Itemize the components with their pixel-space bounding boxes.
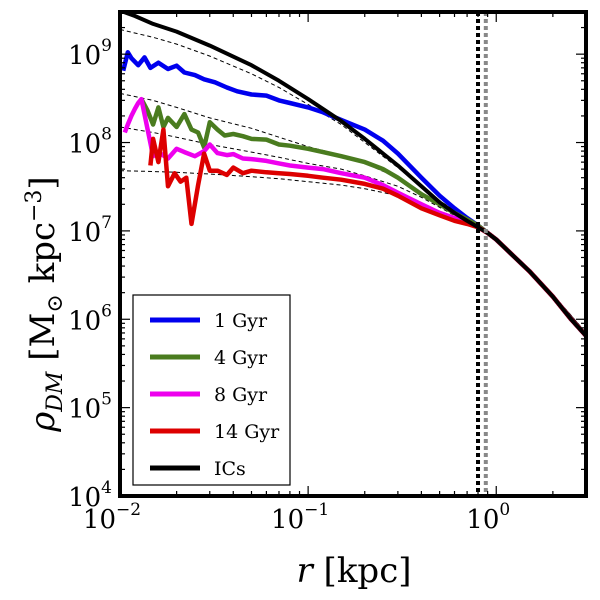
axis-ticks <box>119 11 587 497</box>
y-tick-label: 104 <box>68 478 112 513</box>
legend-box <box>132 294 291 486</box>
legend-label: ICs <box>214 458 246 480</box>
legend-label: 1 Gyr <box>214 310 268 332</box>
y-tick-label: 109 <box>68 36 112 71</box>
series-line-ics <box>123 12 586 338</box>
y-tick-label: 106 <box>68 301 112 336</box>
legend-label: 8 Gyr <box>214 384 268 406</box>
plot-frame <box>118 10 588 498</box>
data-series <box>121 12 586 338</box>
y-tick-label: 108 <box>68 125 112 160</box>
series-line-1-gyr <box>121 50 586 338</box>
legend: 1 Gyr 4 Gyr 8 Gyr 14 Gyr ICs <box>132 294 291 486</box>
y-tick-label: 105 <box>68 390 112 425</box>
x-tick-label: 100 <box>466 500 510 535</box>
x-tick-label: 10−1 <box>271 500 329 535</box>
legend-label: 14 Gyr <box>214 421 280 443</box>
y-tick-labels: 104 105 106 107 108 109 <box>68 36 112 513</box>
y-tick-label: 107 <box>68 213 112 248</box>
x-tick-label: 10−2 <box>83 500 141 535</box>
x-axis-label: r [kpc] <box>296 551 411 591</box>
x-tick-labels: 10−2 10−1 100 <box>83 500 510 535</box>
y-axis-label: ρDM [M⊙ kpc−3] <box>22 176 68 432</box>
vertical-reference-lines <box>476 12 488 496</box>
legend-label: 4 Gyr <box>214 347 268 369</box>
